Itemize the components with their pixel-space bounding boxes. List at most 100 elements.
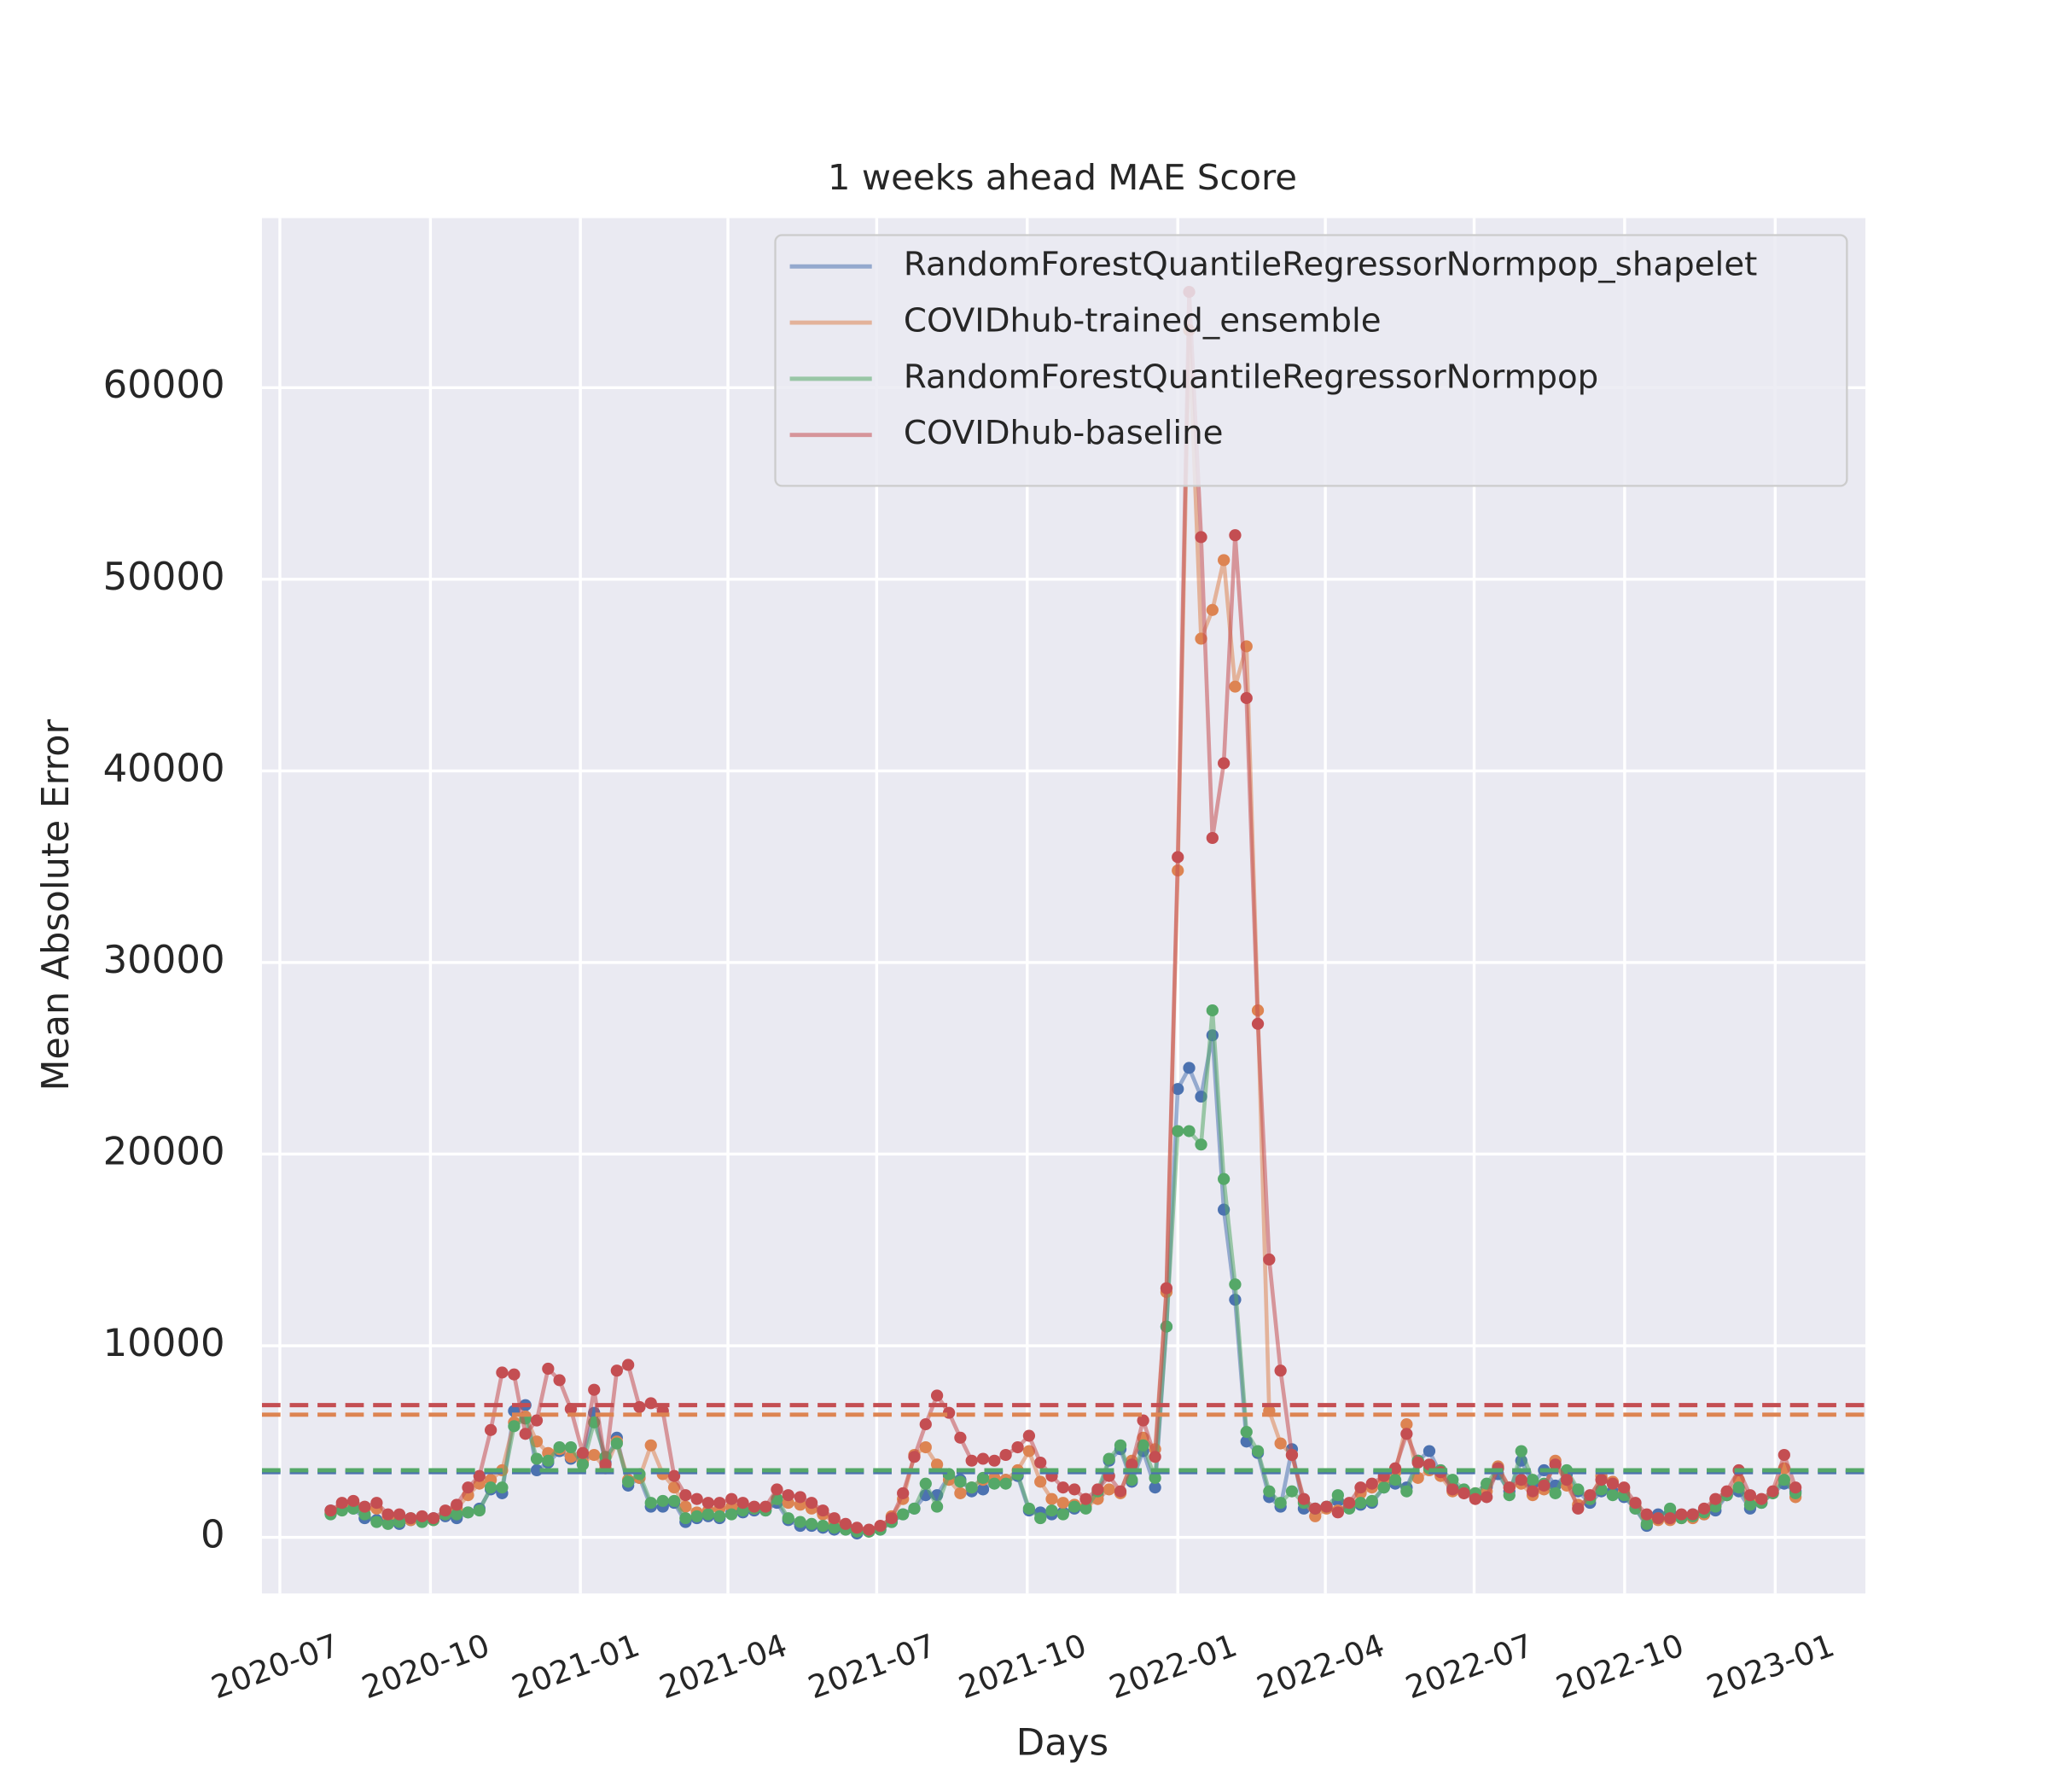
data-point — [1183, 1125, 1196, 1137]
legend-label: COVIDhub-trained_ensemble — [904, 302, 1382, 340]
data-point — [1663, 1502, 1677, 1515]
data-point — [782, 1512, 794, 1525]
data-point — [805, 1497, 818, 1510]
data-point — [1446, 1483, 1459, 1496]
data-point — [1400, 1428, 1413, 1440]
data-point — [381, 1508, 394, 1521]
data-point — [976, 1483, 990, 1496]
data-point — [484, 1423, 497, 1436]
data-point — [1640, 1517, 1653, 1530]
data-point — [1572, 1483, 1585, 1496]
data-point — [1457, 1487, 1470, 1499]
data-point — [1526, 1485, 1539, 1498]
data-point — [542, 1362, 555, 1376]
data-point — [1218, 757, 1231, 770]
data-point — [1011, 1440, 1024, 1454]
data-point — [462, 1506, 474, 1519]
data-point — [1183, 1062, 1196, 1074]
data-point — [874, 1520, 887, 1533]
data-point — [1640, 1508, 1653, 1521]
data-point — [381, 1517, 394, 1530]
data-point — [1137, 1439, 1149, 1452]
x-axis-label: Days — [1016, 1722, 1108, 1765]
data-point — [1149, 1471, 1161, 1484]
data-point — [1285, 1448, 1299, 1462]
data-point — [1022, 1429, 1036, 1442]
y-tick-label: 30000 — [103, 938, 225, 982]
data-point — [1560, 1474, 1574, 1487]
data-point — [828, 1512, 841, 1525]
data-point — [1218, 1172, 1231, 1185]
data-point — [1469, 1492, 1482, 1505]
data-point — [759, 1500, 772, 1513]
data-point — [1034, 1512, 1047, 1525]
data-point — [1377, 1481, 1390, 1494]
y-tick-label: 0 — [201, 1513, 225, 1557]
data-point — [828, 1521, 841, 1534]
data-point — [370, 1497, 383, 1510]
data-point — [1274, 1364, 1287, 1377]
data-point — [1297, 1492, 1311, 1505]
data-point — [1766, 1485, 1779, 1498]
data-point — [1091, 1483, 1104, 1496]
data-point — [644, 1439, 657, 1452]
data-point — [701, 1508, 715, 1521]
data-point — [1149, 1451, 1161, 1463]
chart-title: 1 weeks ahead MAE Score — [828, 156, 1297, 198]
data-point — [1240, 1426, 1253, 1439]
data-point — [1755, 1492, 1768, 1505]
data-point — [988, 1477, 1001, 1490]
data-point — [1195, 1138, 1207, 1151]
data-point — [1423, 1445, 1436, 1457]
data-point — [1068, 1500, 1081, 1513]
data-point — [667, 1494, 681, 1507]
data-point — [427, 1512, 440, 1525]
legend-label: RandomForestQuantileRegressorNormpop — [904, 358, 1598, 397]
data-point — [1411, 1471, 1424, 1484]
data-point — [1400, 1418, 1413, 1431]
data-point — [519, 1428, 532, 1440]
data-point — [588, 1383, 601, 1396]
data-point — [1285, 1485, 1299, 1498]
data-point — [976, 1471, 990, 1484]
data-point — [1789, 1481, 1802, 1494]
data-point — [930, 1389, 944, 1402]
y-tick-label: 50000 — [103, 555, 225, 599]
data-point — [782, 1489, 794, 1502]
data-point — [1274, 1437, 1287, 1450]
data-point — [1331, 1489, 1344, 1502]
data-point — [930, 1458, 944, 1471]
data-point — [919, 1440, 932, 1454]
data-point — [839, 1517, 852, 1530]
data-point — [748, 1500, 760, 1513]
data-point — [622, 1359, 635, 1371]
y-tick-label: 10000 — [103, 1321, 225, 1365]
data-point — [1400, 1485, 1413, 1498]
y-tick-label: 20000 — [103, 1130, 225, 1174]
data-point — [1697, 1502, 1711, 1515]
data-point — [965, 1454, 978, 1467]
data-point — [1388, 1474, 1402, 1487]
data-point — [1079, 1502, 1092, 1515]
data-point — [908, 1451, 921, 1463]
data-point — [954, 1487, 967, 1499]
data-point — [1309, 1502, 1322, 1515]
data-point — [1229, 1278, 1242, 1291]
data-point — [1126, 1458, 1138, 1471]
data-point — [863, 1523, 876, 1536]
data-point — [1606, 1489, 1620, 1502]
data-point — [610, 1364, 623, 1377]
data-point — [725, 1492, 738, 1505]
data-point — [1331, 1506, 1344, 1519]
data-point — [1172, 1125, 1184, 1137]
data-point — [324, 1504, 337, 1517]
data-point — [1103, 1483, 1115, 1496]
data-point — [1343, 1497, 1356, 1510]
data-point — [484, 1481, 497, 1494]
data-point — [1743, 1498, 1757, 1511]
data-point — [679, 1489, 692, 1502]
data-point — [930, 1500, 944, 1513]
data-point — [1251, 1445, 1265, 1457]
data-point — [1515, 1474, 1527, 1487]
data-point — [1114, 1485, 1127, 1498]
